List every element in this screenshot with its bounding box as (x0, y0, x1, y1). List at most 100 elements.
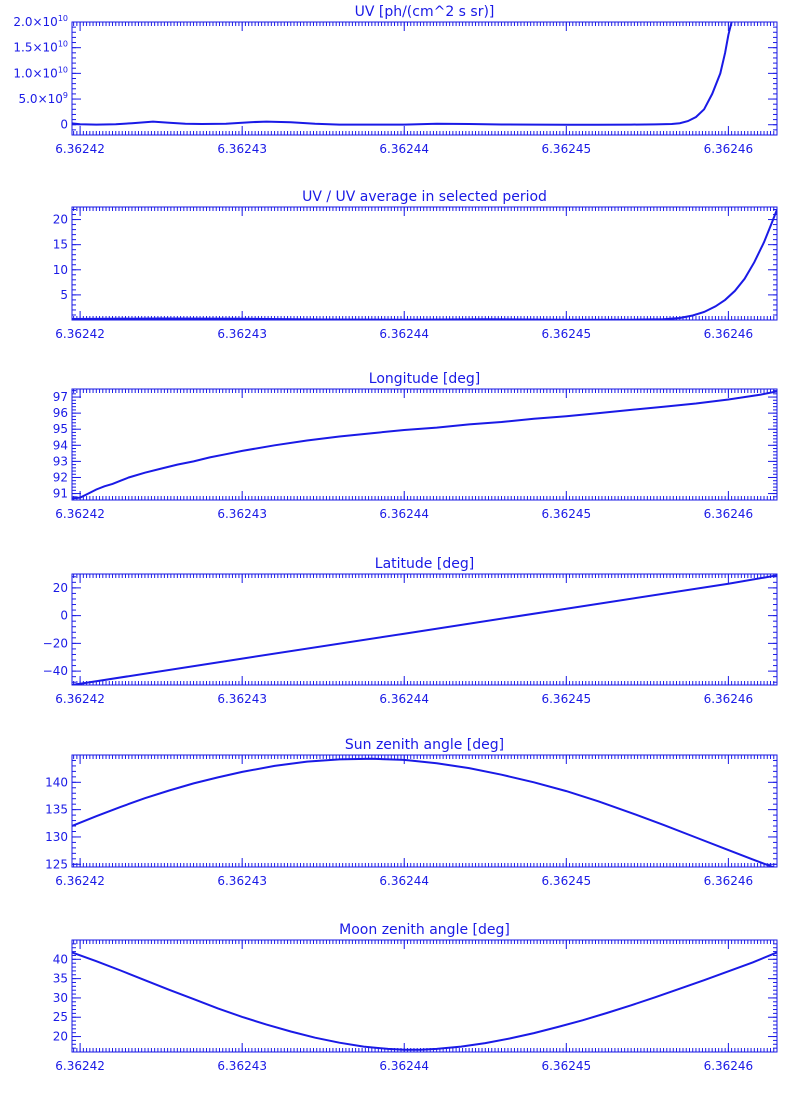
x-tick-label-6-36243: 6.36243 (217, 874, 267, 888)
x-tick-label-6-36243: 6.36243 (217, 692, 267, 706)
x-tick-label-6-36246: 6.36246 (704, 507, 754, 521)
chart-panel-1: UV [ph/(cm^2 s sr)] 6.36242 6.36243 6.36244… (13, 4, 778, 156)
y-tick-label-0: 0 (60, 609, 68, 623)
y-tick-label-35: 35 (53, 972, 68, 986)
x-tick-label-6-36244: 6.36244 (379, 1059, 429, 1073)
series-line (72, 390, 777, 500)
y-tick-mantissa: 125 (45, 857, 68, 871)
y-tick-mantissa: 20 (53, 581, 68, 595)
y-tick-label-93: 93 (53, 454, 68, 468)
y-tick-mantissa: 135 (45, 803, 68, 817)
chart-panel-6: Moon zenith angle [deg] 6.36242 6.36243 6.3… (53, 922, 778, 1073)
y-tick-label-5-0-109: 5.0×109 (18, 91, 68, 106)
y-tick-label-130: 130 (45, 830, 68, 844)
x-tick-label-6-36242: 6.36242 (55, 507, 105, 521)
x-tick-label-6-36245: 6.36245 (541, 142, 591, 156)
series-line (72, 574, 777, 685)
y-tick-label-95: 95 (53, 422, 68, 436)
y-tick-label-140: 140 (45, 775, 68, 789)
y-tick-label-135: 135 (45, 803, 68, 817)
y-tick-label-92: 92 (53, 470, 68, 484)
y-tick-mantissa: 30 (53, 991, 68, 1005)
x-tick-label-6-36242: 6.36242 (55, 327, 105, 341)
chart-title: Latitude [deg] (375, 556, 474, 572)
y-tick-exponent: 9 (63, 91, 68, 100)
plot-frame (71, 21, 778, 136)
y-tick-mantissa: 1.0×10 (13, 66, 57, 80)
chart-title: Longitude [deg] (369, 371, 480, 387)
x-tick-label-6-36243: 6.36243 (217, 1059, 267, 1073)
y-tick-mantissa: 93 (53, 454, 68, 468)
chart-title: Sun zenith angle [deg] (345, 737, 504, 753)
y-tick-label-20: 20 (53, 1030, 68, 1044)
y-tick-mantissa: 5.0×10 (18, 92, 62, 106)
y-tick-mantissa: −40 (43, 664, 68, 678)
x-tick-label-6-36245: 6.36245 (541, 507, 591, 521)
x-tick-label-6-36246: 6.36246 (704, 327, 754, 341)
y-tick-label-5: 5 (60, 288, 68, 302)
y-tick-mantissa: 92 (53, 470, 68, 484)
y-tick-label-91: 91 (53, 487, 68, 501)
y-tick-mantissa: 5 (60, 288, 68, 302)
y-tick-label-96: 96 (53, 406, 68, 420)
x-tick-label-6-36244: 6.36244 (379, 142, 429, 156)
x-tick-label-6-36243: 6.36243 (217, 507, 267, 521)
y-tick-mantissa: 97 (53, 390, 68, 404)
y-tick-label-20: −20 (43, 636, 68, 650)
y-tick-mantissa: 96 (53, 406, 68, 420)
y-tick-label-2-0-1010: 2.0×1010 (13, 14, 68, 29)
y-tick-mantissa: 94 (53, 438, 68, 452)
chart-panel-2: UV / UV average in selected period 6.3624… (53, 189, 778, 341)
x-tick-label-6-36244: 6.36244 (379, 507, 429, 521)
y-tick-mantissa: −20 (43, 636, 68, 650)
y-tick-label-40: −40 (43, 664, 68, 678)
chart-title: UV [ph/(cm^2 s sr)] (355, 4, 495, 20)
plot-frame (71, 754, 778, 868)
chart-panel-3: Longitude [deg] 6.36242 6.36243 6.36244 6.36… (53, 371, 778, 521)
y-tick-label-125: 125 (45, 857, 68, 871)
x-tick-label-6-36243: 6.36243 (217, 142, 267, 156)
y-tick-mantissa: 130 (45, 830, 68, 844)
series-line (72, 951, 777, 1051)
y-tick-mantissa: 0 (60, 118, 68, 132)
series-line (72, 209, 777, 320)
y-tick-exponent: 10 (58, 40, 68, 49)
x-tick-label-6-36245: 6.36245 (541, 327, 591, 341)
x-tick-label-6-36246: 6.36246 (704, 142, 754, 156)
x-tick-label-6-36245: 6.36245 (541, 874, 591, 888)
chart-panel-5: Sun zenith angle [deg] 6.36242 6.36243 6.36… (45, 737, 778, 888)
chart-title: Moon zenith angle [deg] (339, 922, 510, 938)
y-tick-label-20: 20 (53, 213, 68, 227)
series-line (72, 757, 776, 867)
series-line (72, 22, 733, 126)
x-tick-label-6-36246: 6.36246 (704, 874, 754, 888)
y-tick-mantissa: 35 (53, 972, 68, 986)
y-tick-label-94: 94 (53, 438, 68, 452)
y-tick-exponent: 10 (58, 65, 68, 74)
y-tick-label-20: 20 (53, 581, 68, 595)
plot-frame (71, 573, 778, 686)
y-tick-label-40: 40 (53, 952, 68, 966)
y-tick-label-1-0-1010: 1.0×1010 (13, 65, 68, 80)
y-tick-mantissa: 2.0×10 (13, 15, 57, 29)
x-tick-label-6-36243: 6.36243 (217, 327, 267, 341)
x-tick-label-6-36246: 6.36246 (704, 692, 754, 706)
y-tick-mantissa: 140 (45, 775, 68, 789)
chart-panel-4: Latitude [deg] 6.36242 6.36243 6.36244 6.362… (43, 556, 778, 706)
x-tick-label-6-36246: 6.36246 (704, 1059, 754, 1073)
y-tick-label-30: 30 (53, 991, 68, 1005)
plot-frame (71, 206, 778, 321)
x-tick-label-6-36245: 6.36245 (541, 692, 591, 706)
x-tick-label-6-36242: 6.36242 (55, 692, 105, 706)
y-tick-mantissa: 1.5×10 (13, 41, 57, 55)
chart-title: UV / UV average in selected period (302, 189, 547, 205)
y-tick-mantissa: 10 (53, 263, 68, 277)
y-tick-mantissa: 15 (53, 238, 68, 252)
y-tick-mantissa: 91 (53, 487, 68, 501)
y-tick-mantissa: 20 (53, 213, 68, 227)
x-tick-label-6-36245: 6.36245 (541, 1059, 591, 1073)
y-tick-mantissa: 0 (60, 609, 68, 623)
plot-frame (71, 388, 778, 501)
y-tick-mantissa: 25 (53, 1010, 68, 1024)
